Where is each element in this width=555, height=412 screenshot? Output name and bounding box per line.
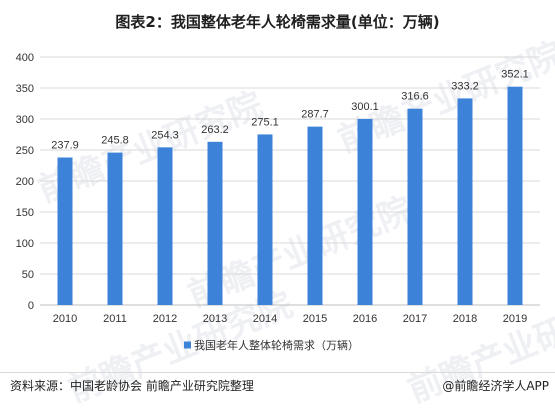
y-tick-label: 0 — [28, 300, 34, 312]
y-tick-label: 250 — [16, 145, 34, 157]
bar — [457, 98, 473, 305]
y-tick-label: 300 — [16, 114, 34, 126]
x-tick-label: 2019 — [503, 313, 527, 325]
data-label: 316.6 — [401, 91, 429, 103]
data-label: 263.2 — [201, 124, 229, 136]
x-tick-label: 2012 — [153, 313, 177, 325]
x-tick-label: 2018 — [453, 313, 477, 325]
data-label: 352.1 — [501, 69, 529, 81]
data-label: 287.7 — [301, 109, 329, 121]
data-label: 237.9 — [51, 140, 79, 152]
bar-chart: 0 50 100 150 200 250 300 350 400 237.9 2010 245.8 20… — [16, 52, 540, 352]
bar — [507, 86, 523, 305]
y-tick-label: 150 — [16, 207, 34, 219]
chart-title: 图表2：我国整体老年人轮椅需求量(单位：万辆) — [115, 13, 440, 31]
bar — [157, 147, 173, 305]
x-tick-label: 2013 — [203, 313, 227, 325]
data-label: 254.3 — [151, 129, 179, 141]
data-label: 333.2 — [451, 80, 479, 92]
x-tick-label: 2016 — [353, 313, 377, 325]
x-tick-label: 2015 — [303, 313, 327, 325]
bar — [357, 118, 373, 305]
data-label: 275.1 — [251, 116, 279, 128]
bar — [207, 141, 223, 305]
footer-divider — [0, 372, 555, 373]
x-tick-label: 2014 — [253, 313, 277, 325]
y-tick-label: 400 — [16, 52, 34, 64]
bar — [107, 152, 123, 305]
x-tick-label: 2017 — [403, 313, 427, 325]
data-label: 245.8 — [101, 135, 129, 147]
y-tick-label: 100 — [16, 238, 34, 250]
data-label: 300.1 — [351, 101, 379, 113]
y-tick-label: 50 — [22, 269, 34, 281]
legend-label: 我国老年人整体轮椅需求（万辆） — [194, 338, 359, 352]
source-note: 资料来源：中国老龄协会 前瞻产业研究院整理 — [10, 379, 254, 393]
y-tick-label: 200 — [16, 176, 34, 188]
x-tick-label: 2010 — [53, 313, 77, 325]
y-tick-label: 350 — [16, 83, 34, 95]
credit-note: @前瞻经济学人APP — [442, 379, 549, 393]
bar — [257, 134, 273, 305]
x-tick-label: 2011 — [103, 313, 127, 325]
bar — [407, 108, 423, 305]
bar — [57, 157, 73, 305]
bar — [307, 126, 323, 305]
legend-swatch — [184, 341, 191, 349]
